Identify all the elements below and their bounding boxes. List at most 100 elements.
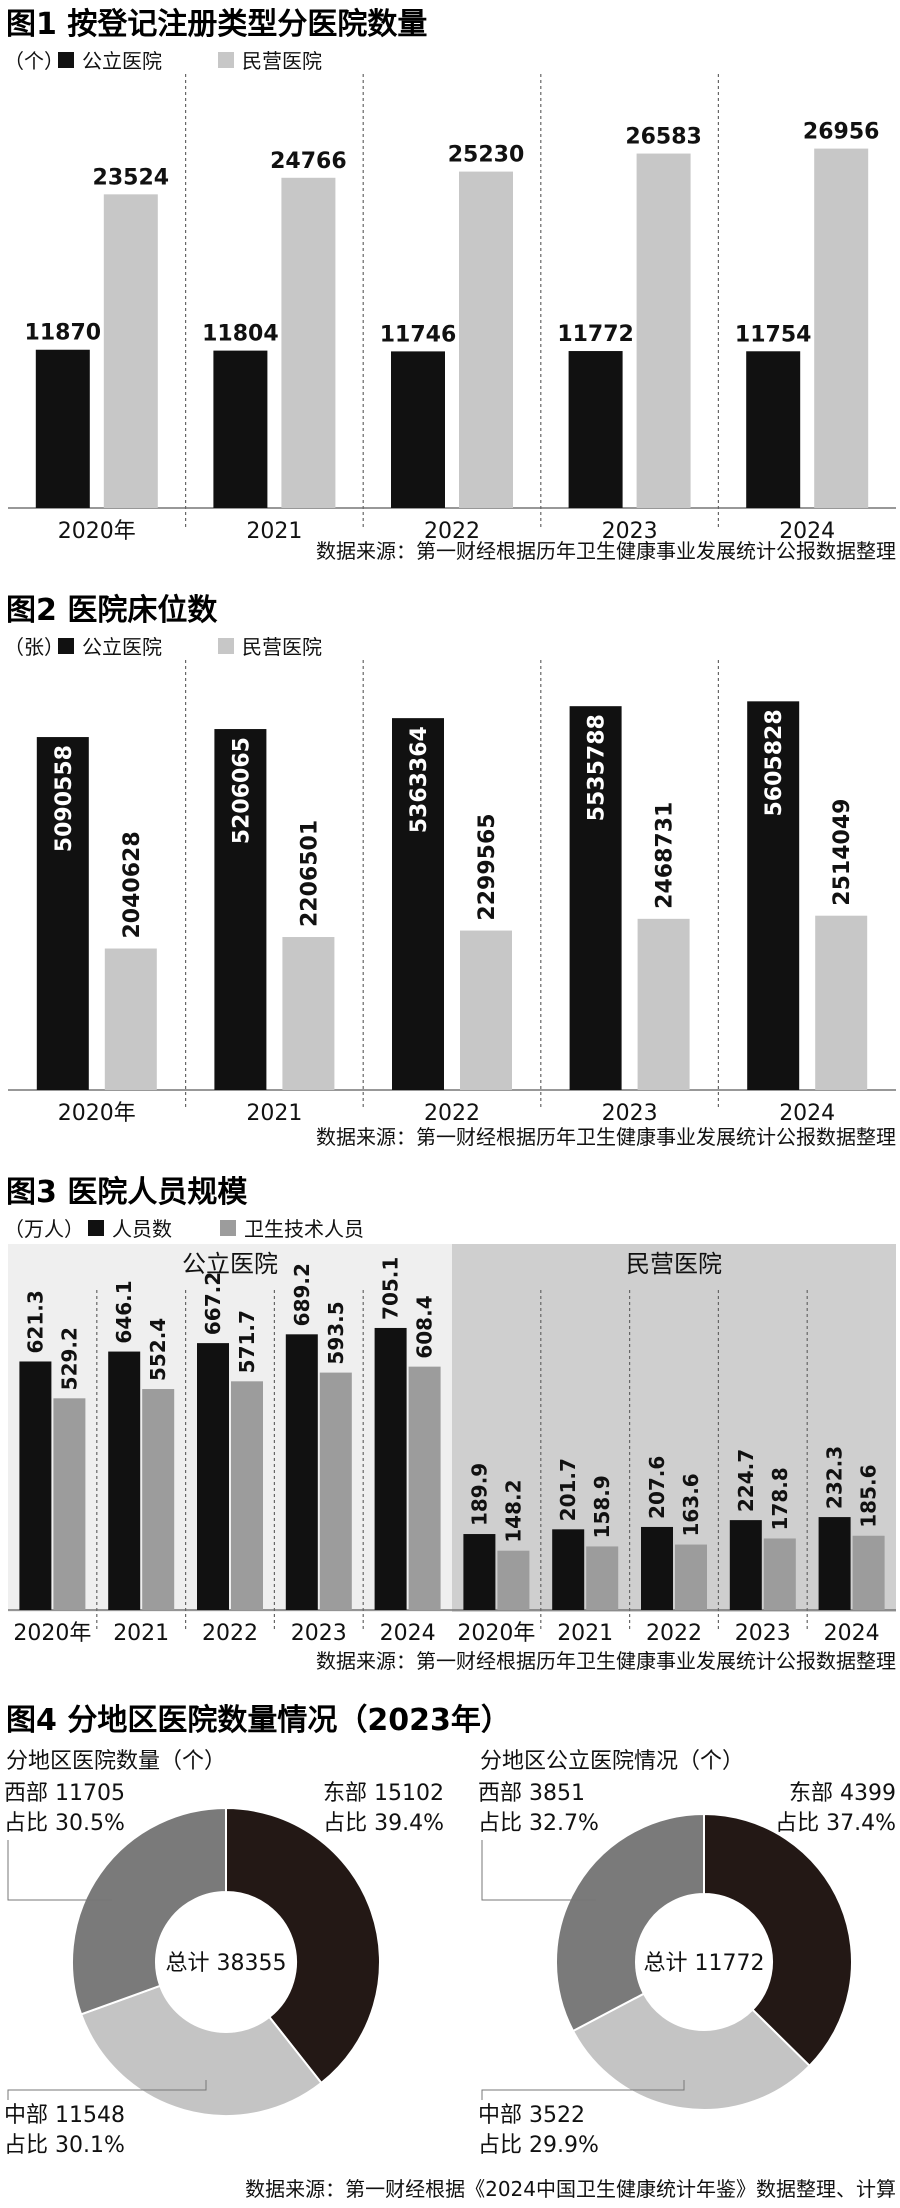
fig2-title: 图2 医院床位数 [6,593,218,628]
fig1-legend-swatch-public [58,52,74,68]
fig2-unit: （张） [4,635,64,659]
fig3-x-label: 2021 [113,1621,169,1646]
fig1-value-label: 11754 [735,322,812,347]
fig3-x-label: 2020年 [457,1621,535,1646]
fig2-legend-private: 民营医院 [242,635,322,659]
fig1-value-label: 11870 [25,321,102,346]
fig3-title: 图3 医院人员规模 [6,1175,247,1210]
fig2-value-label: 5206065 [229,737,254,844]
fig4-mid-share: 占比 29.9% [478,2133,599,2158]
fig2-bar [747,701,800,1090]
fig2-source: 数据来源：第一财经根据历年卫生健康事业发展统计公报数据整理 [316,1125,896,1149]
fig2-bar [282,937,335,1090]
fig3-bar [108,1351,141,1610]
fig2-value-label: 2514049 [830,799,855,906]
fig4-mid-share: 占比 30.1% [4,2133,125,2158]
fig1-legend-private: 民营医院 [242,49,322,73]
fig3-legend-staff: 人员数 [112,1217,172,1241]
fig3-value-label: 552.4 [146,1318,170,1381]
fig4-mid-leader [7,2080,207,2100]
fig3-bar [675,1544,707,1610]
fig3-x-label: 2023 [291,1621,347,1646]
fig3-bar [374,1327,407,1610]
fig2-value-label: 5605828 [762,709,787,816]
fig1-plot: 11870 23524 2020年 11804 24766 2021 11746 25230 2… [8,74,896,544]
fig2-legend-public: 公立医院 [82,635,162,659]
fig4-slice [571,1992,811,2111]
fig3-bar [497,1550,530,1610]
fig3-value-label: 667.2 [201,1272,225,1335]
fig3-bar [197,1343,229,1610]
fig3-plot: 621.3 529.2 2020年 646.1 552.4 2021 667.2 571.7 2… [8,1257,896,1646]
fig2-value-label: 5090558 [52,745,77,852]
fig1-value-label: 25230 [448,143,525,168]
fig2-x-label: 2021 [246,1101,302,1126]
fig3-bar [641,1526,673,1610]
fig2-legend-swatch-private [218,638,234,654]
fig1-bar [746,351,801,508]
fig3-value-label: 201.7 [556,1458,580,1521]
fig4-west-leader [481,1840,596,1901]
fig3-value-label: 207.6 [645,1456,669,1519]
fig1-title: 图1 按登记注册类型分医院数量 [6,7,427,42]
fig3-x-label: 2024 [824,1621,880,1646]
figure-1: 图1 按登记注册类型分医院数量 （个） 公立医院 民营医院 11870 23524… [4,7,896,563]
fig4-east-label: 东部 15102 [323,1781,444,1806]
figure-2: 图2 医院床位数 （张） 公立医院 民营医院 5090558 2040628 202… [4,593,896,1149]
fig2-bar [214,729,267,1090]
fig3-bar [852,1535,885,1610]
fig3-bar [818,1517,851,1610]
fig1-value-label: 11772 [557,322,634,347]
fig3-value-label: 185.6 [857,1464,881,1527]
fig3-value-label: 593.5 [324,1301,348,1364]
fig3-bar [586,1546,619,1610]
fig4-slice [79,1984,323,2117]
fig4-plot: 总计 38355 东部 15102 占比 39.4% 西部 11705 占比 30.5%… [4,1781,896,2158]
fig1-x-label: 2022 [424,519,480,544]
fig3-value-label: 608.4 [413,1295,437,1358]
fig4-west-label: 西部 3851 [478,1781,585,1806]
fig3-bar [19,1361,52,1610]
fig1-x-label: 2020年 [58,519,136,544]
fig2-plot: 5090558 2040628 2020年 5206065 2206501 2021 536… [8,660,896,1126]
fig3-x-label: 2020年 [13,1621,91,1646]
fig1-value-label: 24766 [270,149,347,174]
fig1-value-label: 26956 [803,120,880,145]
fig3-value-label: 621.3 [23,1290,47,1353]
fig3-value-label: 158.9 [590,1475,614,1538]
fig3-bar [319,1372,352,1610]
fig2-x-label: 2023 [602,1101,658,1126]
fig4-center-total: 总计 11772 [644,1951,765,1976]
fig4-slice [71,1806,227,2016]
fig1-value-label: 23524 [93,165,170,190]
fig1-bar [213,350,268,508]
fig2-value-label: 5363364 [407,726,432,833]
fig3-bar [408,1366,441,1610]
fig2-value-label: 2299565 [475,813,500,920]
fig4-mid-label: 中部 3522 [478,2103,585,2128]
fig2-bar [392,718,444,1090]
fig1-value-label: 11804 [202,322,279,347]
fig3-unit: （万人） [4,1217,84,1241]
fig3-bar [463,1534,496,1610]
fig3-x-label: 2021 [557,1621,613,1646]
fig4-east-share: 占比 37.4% [775,1811,896,1836]
fig2-x-label: 2024 [779,1101,835,1126]
fig3-bar [552,1529,585,1610]
fig3-bar [231,1381,263,1610]
fig1-x-label: 2023 [602,519,658,544]
fig2-bar [637,918,690,1090]
figure-4: 图4 分地区医院数量情况（2023年） 分地区医院数量（个） 分地区公立医院情况… [4,1703,896,2201]
fig3-x-label: 2024 [380,1621,436,1646]
fig4-slice [225,1806,381,2085]
fig1-legend-public: 公立医院 [82,49,162,73]
fig3-legend-swatch-tech [220,1220,236,1236]
fig3-x-label: 2023 [735,1621,791,1646]
fig3-value-label: 705.1 [379,1257,403,1320]
fig4-west-share: 占比 32.7% [478,1811,599,1836]
fig3-value-label: 646.1 [112,1280,136,1343]
fig3-value-label: 189.9 [467,1463,491,1526]
fig1-bar [636,153,691,508]
fig2-bar [569,706,622,1090]
